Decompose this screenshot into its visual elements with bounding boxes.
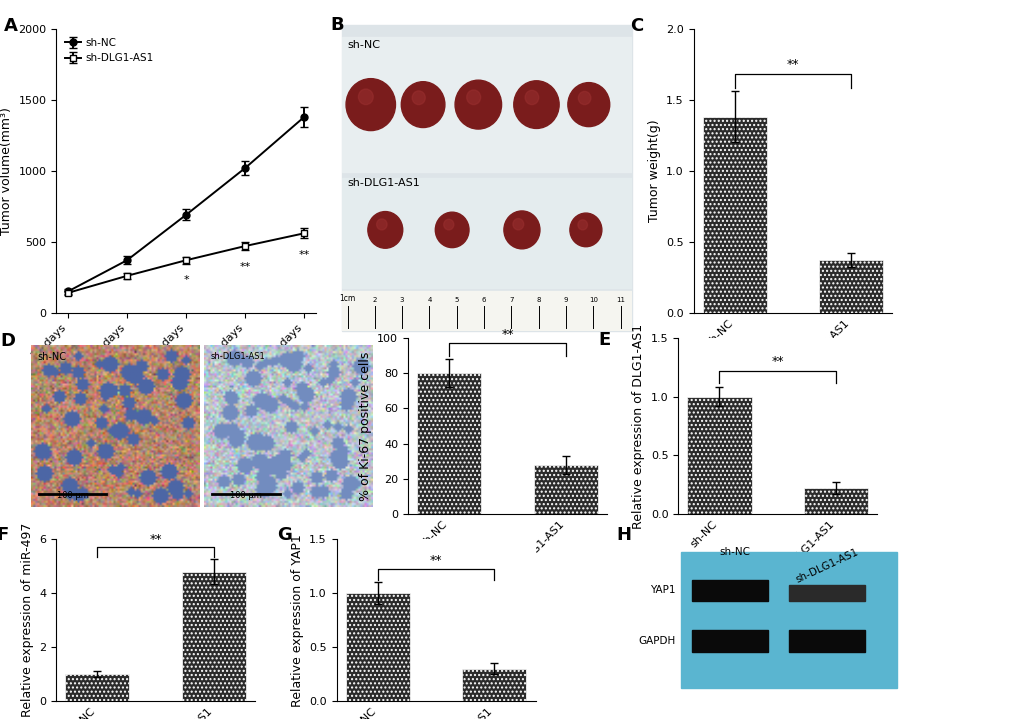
Bar	[691, 630, 767, 653]
Circle shape	[514, 81, 558, 129]
Bar	[687, 397, 751, 514]
Text: **: **	[770, 355, 784, 368]
Text: sh-NC: sh-NC	[347, 40, 380, 50]
Text: C: C	[630, 17, 643, 35]
Text: GAPDH: GAPDH	[638, 636, 675, 646]
Text: 9: 9	[564, 297, 568, 303]
Y-axis label: % of Ki-67 positive cells: % of Ki-67 positive cells	[359, 352, 371, 500]
Bar	[818, 260, 882, 313]
Circle shape	[358, 89, 373, 105]
Text: sh-NC: sh-NC	[38, 352, 66, 362]
Y-axis label: Relative expression of YAP1: Relative expression of YAP1	[290, 533, 304, 707]
Bar	[462, 669, 526, 701]
Text: sh-NC: sh-NC	[719, 547, 750, 557]
Circle shape	[435, 212, 469, 247]
Y-axis label: Tumor weight(g): Tumor weight(g)	[647, 119, 660, 222]
Text: 4: 4	[427, 297, 431, 303]
Text: **: **	[149, 533, 162, 546]
Circle shape	[578, 220, 587, 230]
Text: F: F	[0, 526, 9, 544]
Text: **: **	[239, 262, 251, 272]
Text: 2: 2	[372, 297, 377, 303]
Text: **: **	[299, 249, 310, 260]
Text: B: B	[330, 16, 343, 34]
Text: *: *	[183, 275, 189, 285]
Bar	[681, 552, 897, 688]
Bar	[341, 291, 632, 331]
Circle shape	[454, 80, 501, 129]
Text: sh-DLG1-AS1: sh-DLG1-AS1	[793, 547, 859, 585]
Text: 8: 8	[536, 297, 540, 303]
Y-axis label: Relative expression of DLG1-AS1: Relative expression of DLG1-AS1	[632, 324, 645, 528]
Text: **: **	[500, 329, 514, 342]
Bar	[417, 373, 481, 514]
Circle shape	[525, 91, 538, 104]
Text: A: A	[4, 17, 18, 35]
Text: 1cm: 1cm	[339, 294, 356, 303]
Circle shape	[376, 219, 386, 230]
Circle shape	[400, 82, 444, 127]
Circle shape	[503, 211, 539, 249]
Text: 11: 11	[615, 297, 625, 303]
Text: 100 μm: 100 μm	[230, 491, 262, 500]
Bar	[803, 488, 867, 514]
Text: 7: 7	[508, 297, 514, 303]
Bar	[533, 464, 597, 514]
Bar	[341, 37, 632, 172]
Bar	[181, 572, 246, 701]
Text: **: **	[429, 554, 442, 567]
Circle shape	[568, 83, 609, 127]
Y-axis label: Tumor volume(mm³): Tumor volume(mm³)	[0, 107, 12, 234]
Y-axis label: Relative expression of miR-497: Relative expression of miR-497	[20, 523, 34, 718]
Circle shape	[345, 78, 395, 131]
Text: **: **	[786, 58, 799, 71]
Text: H: H	[615, 526, 631, 544]
Bar	[789, 630, 864, 653]
Circle shape	[467, 90, 480, 105]
Text: 100 μm: 100 μm	[57, 491, 89, 500]
Text: D: D	[0, 332, 15, 350]
Text: sh-DLG1-AS1: sh-DLG1-AS1	[347, 178, 420, 188]
Bar	[65, 674, 129, 701]
Text: 6: 6	[481, 297, 486, 303]
Circle shape	[443, 219, 453, 230]
Text: 3: 3	[399, 297, 404, 303]
Bar	[691, 580, 767, 601]
Circle shape	[578, 91, 590, 104]
Text: sh-DLG1-AS1: sh-DLG1-AS1	[211, 352, 265, 361]
Text: 5: 5	[454, 297, 459, 303]
Legend: sh-NC, sh-DLG1-AS1: sh-NC, sh-DLG1-AS1	[61, 34, 158, 68]
Circle shape	[513, 219, 523, 230]
Bar	[789, 585, 864, 601]
Text: E: E	[598, 331, 610, 349]
Circle shape	[412, 91, 425, 105]
Bar	[341, 178, 632, 288]
Text: YAP1: YAP1	[649, 585, 675, 595]
Bar	[345, 593, 410, 701]
Circle shape	[368, 211, 403, 248]
Bar	[702, 116, 766, 313]
Circle shape	[570, 213, 601, 247]
Text: 10: 10	[588, 297, 597, 303]
Text: G: G	[277, 526, 291, 544]
